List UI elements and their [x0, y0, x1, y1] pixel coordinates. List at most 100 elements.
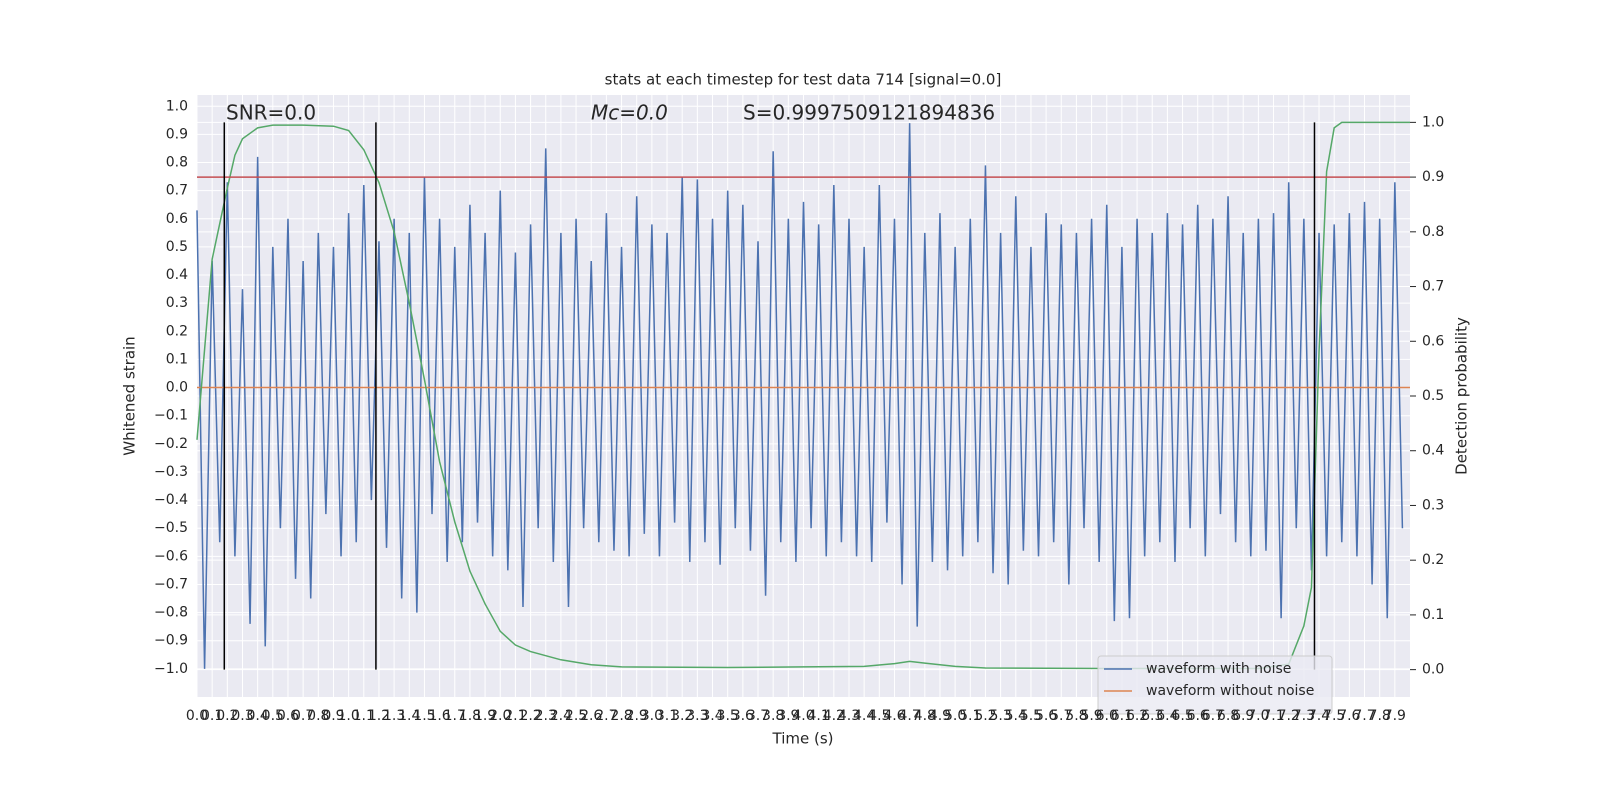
x-tick-label: 0.6	[277, 708, 299, 724]
x-tick-label: 0.3	[231, 708, 253, 724]
x-tick-label: 7.0	[1247, 708, 1269, 724]
x-tick-label: 6.7	[1202, 708, 1224, 724]
y-tick-label: −0.8	[154, 605, 188, 621]
x-tick-label: 2.5	[565, 708, 587, 724]
x-tick-label: 1.9	[474, 708, 496, 724]
x-tick-label: 0.5	[262, 708, 284, 724]
x-tick-label: 0.1	[201, 708, 223, 724]
x-axis-label: Time (s)	[772, 730, 834, 748]
x-tick-label: 0.8	[307, 708, 329, 724]
x-tick-label: 4.6	[883, 708, 905, 724]
y-tick-label: 0.2	[166, 323, 188, 339]
y2-axis-label: Detection probability	[1453, 317, 1471, 475]
x-tick-label: 1.7	[444, 708, 466, 724]
x-tick-label: 1.3	[383, 708, 405, 724]
x-tick-label: 3.8	[762, 708, 784, 724]
x-tick-label: 5.3	[989, 708, 1011, 724]
x-tick-label: 7.1	[1262, 708, 1284, 724]
y-tick-label: 0.8	[166, 155, 188, 171]
x-tick-label: 5.5	[1020, 708, 1042, 724]
x-tick-label: 1.5	[413, 708, 435, 724]
y-tick-label: −0.6	[154, 548, 188, 564]
y2-tick-label: 0.3	[1422, 497, 1444, 513]
y-tick-label: 0.7	[166, 183, 188, 199]
series-line	[196, 121, 1410, 670]
x-tick-label: 2.1	[504, 708, 526, 724]
x-tick-label: 7.7	[1353, 708, 1375, 724]
x-tick-label: 1.1	[353, 708, 375, 724]
marks	[196, 121, 1410, 670]
y-tick-label: −0.4	[154, 492, 188, 508]
y2-tick-label: 1.0	[1422, 114, 1444, 130]
x-tick-label: 4.7	[899, 708, 921, 724]
x-tick-label: 7.3	[1293, 708, 1315, 724]
x-tick-label: 0.2	[216, 708, 238, 724]
x-tick-label: 2.0	[489, 708, 511, 724]
y-tick-label: 0.9	[166, 126, 188, 142]
x-tick-label: 7.4	[1308, 708, 1330, 724]
x-tick-label: 4.9	[929, 708, 951, 724]
x-tick-label: 7.9	[1384, 708, 1406, 724]
x-tick-label: 4.2	[823, 708, 845, 724]
x-tick-label: 4.1	[808, 708, 830, 724]
x-tick-label: 6.3	[1141, 708, 1163, 724]
x-tick-label: 1.8	[459, 708, 481, 724]
x-tick-label: 6.2	[1126, 708, 1148, 724]
legend-label: waveform with noise	[1146, 661, 1291, 677]
x-tick-label: 6.0	[1096, 708, 1118, 724]
x-tick-label: 5.7	[1050, 708, 1072, 724]
y2-tick-label: 0.6	[1422, 333, 1444, 349]
x-tick-label: 7.5	[1323, 708, 1345, 724]
x-tick-label: 5.9	[1080, 708, 1102, 724]
x-tick-label: 3.4	[701, 708, 723, 724]
y-tick-label: −0.2	[154, 436, 188, 452]
y-tick-label: −1.0	[154, 661, 188, 677]
y-tick-label: −0.3	[154, 464, 188, 480]
y-tick-label: 0.1	[166, 351, 188, 367]
x-tick-label: 6.1	[1111, 708, 1133, 724]
x-tick-label: 4.3	[838, 708, 860, 724]
legend-label: waveform without noise	[1146, 683, 1314, 699]
x-tick-label: 5.1	[959, 708, 981, 724]
y2-tick-label: 0.1	[1422, 607, 1444, 623]
y-axis-label: Whitened strain	[121, 336, 139, 455]
x-tick-label: 3.2	[671, 708, 693, 724]
x-tick-label: 0.7	[292, 708, 314, 724]
y2-tick-label: 0.4	[1422, 443, 1444, 459]
y-tick-label: 0.3	[166, 295, 188, 311]
x-tick-label: 1.0	[337, 708, 359, 724]
x-tick-label: 4.0	[792, 708, 814, 724]
x-tick-label: 1.6	[428, 708, 450, 724]
x-tick-label: 2.7	[595, 708, 617, 724]
x-tick-label: 7.6	[1338, 708, 1360, 724]
x-tick-label: 3.1	[656, 708, 678, 724]
y-tick-label: 1.0	[166, 98, 188, 114]
x-tick-label: 1.4	[398, 708, 420, 724]
x-tick-label: 4.8	[914, 708, 936, 724]
x-tick-label: 1.2	[368, 708, 390, 724]
y2-tick-label: 0.5	[1422, 388, 1444, 404]
x-tick-label: 3.9	[777, 708, 799, 724]
x-tick-label: 2.8	[610, 708, 632, 724]
y2-tick-label: 0.2	[1422, 552, 1444, 568]
x-tick-label: 2.3	[535, 708, 557, 724]
y-tick-label: 0.0	[166, 380, 188, 396]
x-tick-label: 5.4	[1005, 708, 1027, 724]
x-tick-label: 3.7	[747, 708, 769, 724]
legend: waveform with noise waveform without nois…	[1097, 655, 1333, 715]
x-tick-label: 5.0	[944, 708, 966, 724]
x-tick-label: 6.4	[1156, 708, 1178, 724]
x-tick-label: 0.9	[322, 708, 344, 724]
x-tick-label: 2.9	[626, 708, 648, 724]
x-tick-label: 5.6	[1035, 708, 1057, 724]
x-tick-label: 2.2	[519, 708, 541, 724]
y-tick-label: 0.5	[166, 239, 188, 255]
x-tick-label: 6.6	[1187, 708, 1209, 724]
x-tick-label: 5.2	[974, 708, 996, 724]
y-tick-label: −0.5	[154, 520, 188, 536]
y-tick-label: 0.6	[166, 211, 188, 227]
x-tick-label: 4.4	[853, 708, 875, 724]
annotation: SNR=0.0	[226, 101, 316, 125]
y2-tick-label: 0.9	[1422, 169, 1444, 185]
